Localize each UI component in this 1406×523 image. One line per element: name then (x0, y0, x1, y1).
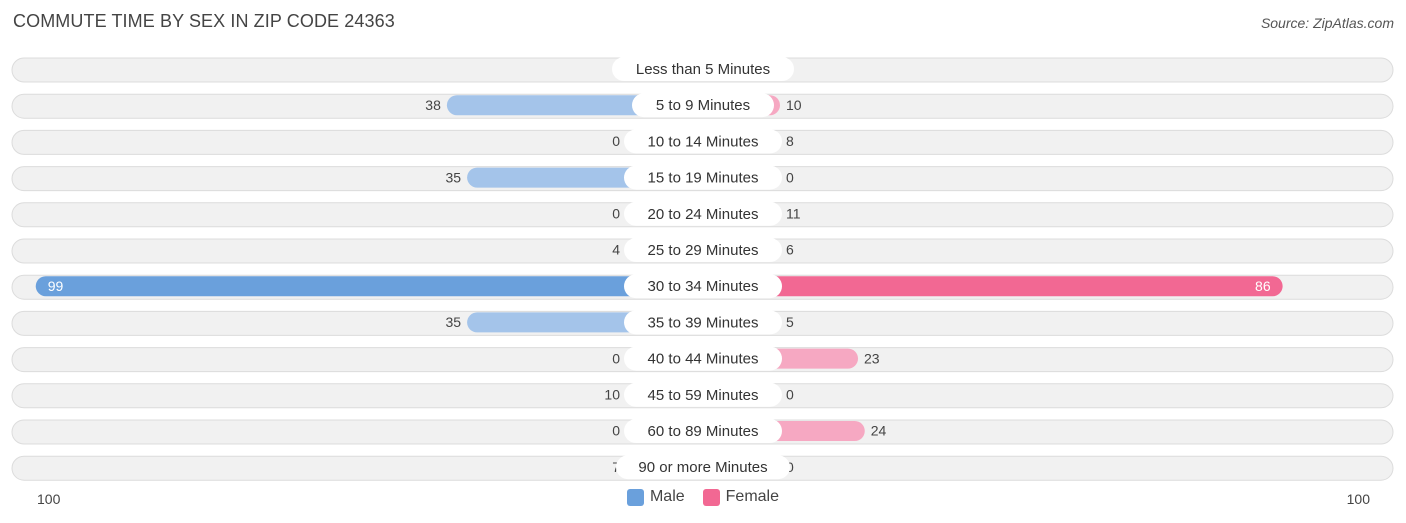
source-label: Source: ZipAtlas.com (1260, 15, 1394, 31)
value-label-female: 8 (786, 133, 794, 149)
legend-item-male[interactable]: Male (626, 488, 685, 506)
category-label: 45 to 59 Minutes (648, 387, 759, 404)
value-label-female: 0 (786, 169, 794, 185)
value-label-male: 4 (612, 242, 620, 258)
value-label-female: 23 (864, 350, 880, 366)
chart-title: COMMUTE TIME BY SEX IN ZIP CODE 24363 (13, 11, 395, 31)
category-pill (624, 419, 782, 443)
category-pill (616, 455, 790, 480)
value-label-male: 0 (612, 423, 620, 439)
category-pill (624, 165, 782, 190)
category-label: 60 to 89 Minutes (648, 423, 759, 440)
legend-item-female[interactable]: Female (702, 488, 780, 506)
category-label: 30 to 34 Minutes (648, 278, 759, 295)
value-label-female: 5 (786, 314, 794, 330)
category-label: 90 or more Minutes (638, 459, 767, 476)
value-label-male: 35 (446, 314, 462, 330)
category-pill (624, 346, 782, 371)
category-label: 25 to 29 Minutes (648, 242, 759, 259)
value-label-female: 0 (786, 459, 794, 475)
value-label-male: 0 (612, 206, 620, 222)
value-label-female: 10 (786, 97, 802, 113)
value-label-male: 10 (604, 387, 620, 403)
category-label: 5 to 9 Minutes (656, 97, 750, 114)
value-label-female: 6 (786, 242, 794, 258)
bar-male (35, 276, 704, 297)
category-label: 20 to 24 Minutes (648, 206, 759, 223)
category-pill (624, 201, 782, 226)
axis-right-label: 100 (1346, 491, 1370, 507)
legend-swatch-female (702, 488, 720, 506)
value-label-male: 38 (425, 97, 441, 113)
value-label-male: 0 (612, 350, 620, 366)
value-label-female: 86 (1255, 278, 1271, 294)
category-pill (624, 310, 782, 335)
category-label: 40 to 44 Minutes (648, 351, 759, 368)
value-label-male: 99 (48, 278, 64, 294)
axis-left-label: 100 (37, 491, 61, 507)
category-pill (624, 238, 782, 262)
value-label-male: 35 (446, 169, 462, 185)
bar-female (703, 276, 1283, 297)
category-label: 15 to 19 Minutes (648, 170, 759, 187)
legend-label-female: Female (725, 488, 780, 505)
value-label-female: 24 (871, 423, 887, 439)
category-label: 35 to 39 Minutes (648, 314, 759, 331)
category-label: 10 to 14 Minutes (648, 133, 759, 150)
legend: Male Female (0, 488, 1406, 506)
legend-swatch-male (626, 488, 644, 506)
category-label: Less than 5 Minutes (636, 61, 770, 78)
category-pill (624, 382, 782, 407)
value-label-female: 0 (786, 387, 794, 403)
value-label-male: 0 (612, 133, 620, 149)
category-pill (612, 57, 794, 81)
category-pill (624, 129, 782, 154)
legend-label-male: Male (649, 488, 685, 505)
category-pill (632, 93, 774, 118)
value-label-female: 11 (786, 206, 801, 222)
category-pill (624, 274, 782, 299)
